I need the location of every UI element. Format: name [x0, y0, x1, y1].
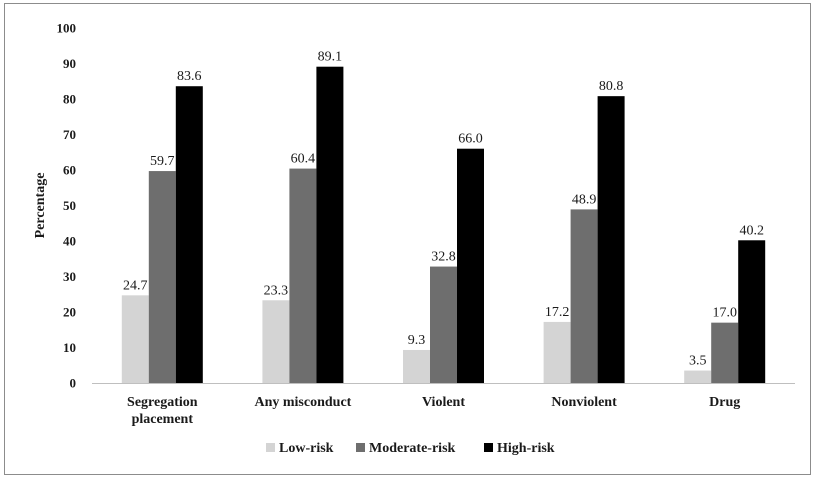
- bar-moderate-risk: [711, 322, 739, 383]
- bar-low-risk: [543, 321, 571, 383]
- bar-low-risk: [403, 349, 430, 383]
- x-category-label: Nonviolent: [551, 395, 617, 410]
- y-tick-label: 20: [63, 305, 76, 320]
- bar-low-risk: [684, 370, 712, 383]
- legend-label: Low-risk: [279, 441, 334, 456]
- y-axis: 0 10 20 30 40 50 60 70 80 90 100 Percentage: [33, 21, 76, 391]
- chart-frame: [4, 3, 811, 475]
- x-category-label: Any misconduct: [254, 395, 351, 410]
- bar-moderate-risk: [148, 171, 176, 383]
- bar-low-risk: [262, 300, 290, 383]
- y-tick-label: 30: [63, 269, 76, 284]
- legend-swatch: [266, 443, 275, 452]
- legend-swatch: [484, 443, 493, 452]
- data-label: 40.2: [739, 223, 764, 238]
- y-tick-label: 60: [63, 163, 76, 178]
- data-label: 48.9: [572, 192, 597, 207]
- data-label: 80.8: [599, 79, 624, 94]
- y-axis-label: Percentage: [33, 173, 48, 239]
- x-category-label: Violent: [422, 395, 465, 410]
- bar-high-risk: [316, 66, 344, 383]
- data-label: 66.0: [458, 132, 483, 147]
- y-tick-label: 40: [63, 234, 76, 249]
- legend: Low-risk Moderate-risk High-risk: [266, 441, 555, 456]
- bar-high-risk: [738, 240, 766, 383]
- bar-high-risk: [457, 148, 484, 383]
- y-tick-label: 0: [70, 376, 77, 391]
- bar-high-risk: [597, 96, 625, 383]
- legend-swatch: [356, 443, 365, 452]
- data-label: 9.3: [408, 333, 426, 348]
- data-label: 60.4: [291, 152, 316, 167]
- legend-label: Moderate-risk: [369, 441, 456, 456]
- x-axis: Segregation placement Any misconduct Violen…: [92, 383, 795, 427]
- data-label: 3.5: [689, 354, 707, 369]
- data-label: 32.8: [431, 250, 456, 265]
- x-category-label: Segregation: [127, 395, 198, 410]
- bars: [121, 66, 766, 383]
- y-tick-label: 10: [63, 340, 76, 355]
- data-label: 17.0: [712, 306, 737, 321]
- data-label: 83.6: [177, 69, 202, 84]
- bar-low-risk: [121, 295, 149, 383]
- x-category-label: placement: [132, 412, 194, 427]
- y-tick-label: 50: [63, 198, 76, 213]
- bar-high-risk: [175, 86, 203, 383]
- data-label: 23.3: [264, 283, 289, 298]
- legend-label: High-risk: [497, 441, 555, 456]
- bar-moderate-risk: [289, 168, 317, 383]
- data-label: 89.1: [318, 50, 343, 65]
- data-label: 24.7: [123, 278, 148, 293]
- data-labels: 24.7 59.7 83.6 23.3 60.4 89.1 9.3 32.8 66.0 17.2 4…: [123, 50, 764, 369]
- x-category-label: Drug: [709, 395, 740, 410]
- bar-moderate-risk: [570, 209, 598, 383]
- y-tick-label: 80: [63, 92, 76, 107]
- y-tick-label: 90: [63, 56, 76, 71]
- data-label: 17.2: [545, 305, 570, 320]
- bar-moderate-risk: [430, 266, 457, 383]
- data-label: 59.7: [150, 154, 175, 169]
- y-tick-label: 100: [57, 21, 77, 36]
- y-tick-label: 70: [63, 127, 76, 142]
